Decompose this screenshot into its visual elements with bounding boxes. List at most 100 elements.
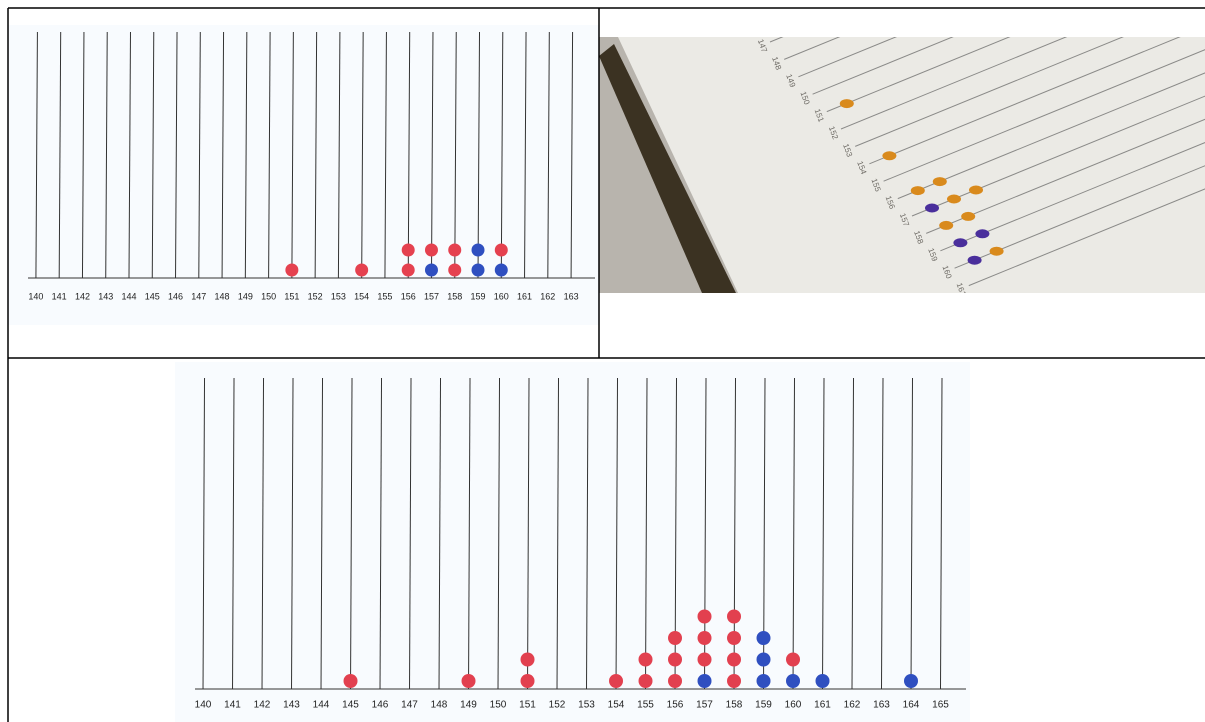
x-tick-label: 162 xyxy=(540,291,555,301)
dot xyxy=(904,674,918,688)
dot xyxy=(947,195,961,204)
x-tick-label: 164 xyxy=(903,700,920,711)
dot xyxy=(495,244,508,257)
dot xyxy=(882,151,896,160)
x-tick-label: 159 xyxy=(755,700,772,711)
x-tick-label: 165 xyxy=(932,700,949,711)
dot xyxy=(355,264,368,277)
x-tick-label: 140 xyxy=(28,291,43,301)
dot xyxy=(344,674,358,688)
x-tick-label: 144 xyxy=(121,291,136,301)
x-tick-label: 141 xyxy=(52,291,67,301)
dot xyxy=(911,186,925,195)
dot xyxy=(668,674,682,688)
x-tick-label: 142 xyxy=(75,291,90,301)
x-tick-label: 152 xyxy=(549,700,566,711)
dot xyxy=(969,186,983,195)
x-tick-label: 155 xyxy=(637,700,654,711)
x-tick-label: 157 xyxy=(424,291,439,301)
x-tick-label: 142 xyxy=(254,700,271,711)
x-tick-label: 148 xyxy=(215,291,230,301)
dot xyxy=(639,653,653,667)
dot xyxy=(609,674,623,688)
x-tick-label: 155 xyxy=(377,291,392,301)
x-tick-label: 153 xyxy=(331,291,346,301)
dot xyxy=(521,653,535,667)
x-tick-label: 157 xyxy=(696,700,713,711)
x-tick-label: 156 xyxy=(667,700,684,711)
dot xyxy=(425,264,438,277)
dot xyxy=(975,229,989,238)
dot xyxy=(786,653,800,667)
dot xyxy=(727,653,741,667)
dot xyxy=(472,264,485,277)
dot xyxy=(953,238,967,247)
x-tick-label: 160 xyxy=(494,291,509,301)
dot xyxy=(472,244,485,257)
dot xyxy=(462,674,476,688)
x-tick-label: 158 xyxy=(447,291,462,301)
x-tick-label: 159 xyxy=(470,291,485,301)
x-tick-label: 153 xyxy=(578,700,595,711)
x-tick-label: 147 xyxy=(191,291,206,301)
x-tick-label: 143 xyxy=(283,700,300,711)
x-tick-label: 144 xyxy=(313,700,330,711)
x-tick-label: 140 xyxy=(195,700,212,711)
x-tick-label: 154 xyxy=(354,291,369,301)
x-tick-label: 147 xyxy=(401,700,418,711)
dot xyxy=(939,221,953,230)
plot-paper xyxy=(175,362,970,722)
dot xyxy=(285,264,298,277)
dot xyxy=(925,204,939,213)
dot xyxy=(727,610,741,624)
x-tick-label: 161 xyxy=(517,291,532,301)
x-tick-label: 158 xyxy=(726,700,743,711)
dot xyxy=(990,247,1004,256)
x-tick-label: 149 xyxy=(238,291,253,301)
x-tick-label: 146 xyxy=(372,700,389,711)
plot-paper xyxy=(8,25,599,325)
x-tick-label: 152 xyxy=(308,291,323,301)
dot xyxy=(448,264,461,277)
dot xyxy=(786,674,800,688)
dot xyxy=(698,610,712,624)
dot xyxy=(425,244,438,257)
x-tick-label: 162 xyxy=(844,700,861,711)
dot xyxy=(933,177,947,186)
x-tick-label: 149 xyxy=(460,700,477,711)
dot xyxy=(757,631,771,645)
x-tick-label: 163 xyxy=(873,700,890,711)
x-tick-label: 145 xyxy=(145,291,160,301)
dot xyxy=(448,244,461,257)
x-tick-label: 143 xyxy=(98,291,113,301)
dot xyxy=(639,674,653,688)
dot xyxy=(757,653,771,667)
x-tick-label: 145 xyxy=(342,700,359,711)
dot xyxy=(698,653,712,667)
dot xyxy=(968,256,982,265)
x-tick-label: 141 xyxy=(224,700,241,711)
x-tick-label: 146 xyxy=(168,291,183,301)
dot xyxy=(698,631,712,645)
x-tick-label: 151 xyxy=(519,700,536,711)
dot xyxy=(961,212,975,221)
dot xyxy=(840,99,854,108)
x-tick-label: 151 xyxy=(284,291,299,301)
dot xyxy=(698,674,712,688)
dot xyxy=(816,674,830,688)
x-tick-label: 160 xyxy=(785,700,802,711)
page: 1471481491501511521531541551561571581591… xyxy=(0,0,1205,722)
dot xyxy=(727,631,741,645)
grid-line xyxy=(770,0,1205,42)
dot xyxy=(668,631,682,645)
dot xyxy=(727,674,741,688)
dot xyxy=(402,264,415,277)
dot xyxy=(495,264,508,277)
x-tick-label: 161 xyxy=(814,700,831,711)
dot xyxy=(757,674,771,688)
x-tick-label: 154 xyxy=(608,700,625,711)
x-tick-label: 156 xyxy=(401,291,416,301)
dot xyxy=(521,674,535,688)
x-tick-label: 148 xyxy=(431,700,448,711)
photo: 1471481491501511521531541551561571581591… xyxy=(599,0,1205,298)
